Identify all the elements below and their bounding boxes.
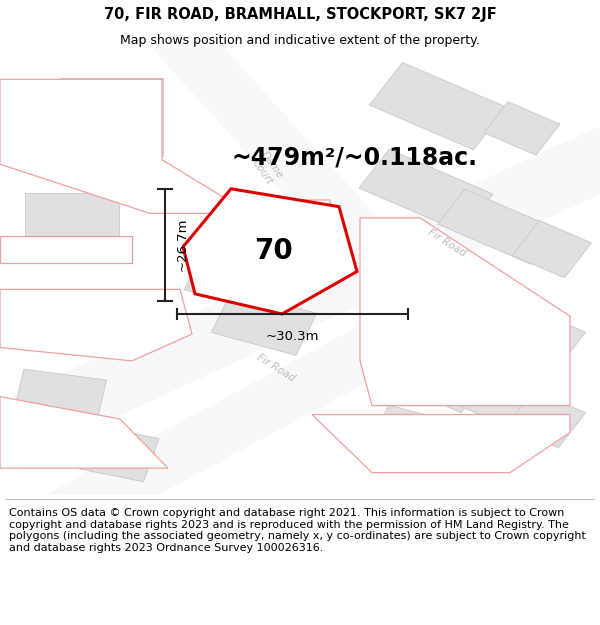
- Polygon shape: [312, 414, 570, 472]
- Polygon shape: [41, 288, 469, 538]
- Text: Fir Road: Fir Road: [255, 352, 297, 383]
- Polygon shape: [444, 361, 552, 432]
- Polygon shape: [0, 236, 132, 262]
- Polygon shape: [512, 221, 592, 278]
- Text: 70, FIR ROAD, BRAMHALL, STOCKPORT, SK7 2JF: 70, FIR ROAD, BRAMHALL, STOCKPORT, SK7 2…: [104, 8, 496, 22]
- Text: Contains OS data © Crown copyright and database right 2021. This information is : Contains OS data © Crown copyright and d…: [9, 508, 586, 552]
- Polygon shape: [25, 193, 119, 247]
- Text: ~26.7m: ~26.7m: [176, 218, 189, 271]
- Text: 70: 70: [254, 238, 292, 266]
- Text: Fir Road: Fir Road: [426, 227, 468, 258]
- Polygon shape: [59, 78, 163, 156]
- Polygon shape: [0, 289, 192, 361]
- Polygon shape: [13, 369, 107, 424]
- Text: Dame
Court: Dame Court: [249, 150, 285, 188]
- Polygon shape: [211, 291, 317, 356]
- Text: ~30.3m: ~30.3m: [266, 329, 319, 342]
- Polygon shape: [373, 405, 467, 460]
- Polygon shape: [506, 391, 586, 448]
- Polygon shape: [0, 102, 30, 155]
- Polygon shape: [506, 310, 586, 367]
- Polygon shape: [143, 13, 415, 284]
- Polygon shape: [438, 189, 558, 264]
- Polygon shape: [0, 397, 168, 468]
- Polygon shape: [484, 102, 560, 155]
- Polygon shape: [45, 419, 159, 482]
- Text: Map shows position and indicative extent of the property.: Map shows position and indicative extent…: [120, 34, 480, 47]
- Text: ~479m²/~0.118ac.: ~479m²/~0.118ac.: [231, 146, 477, 169]
- Polygon shape: [360, 218, 570, 406]
- Polygon shape: [359, 149, 493, 232]
- Polygon shape: [184, 198, 320, 314]
- Polygon shape: [0, 122, 600, 475]
- Polygon shape: [452, 282, 556, 351]
- Polygon shape: [183, 189, 357, 314]
- Polygon shape: [373, 336, 491, 412]
- Polygon shape: [376, 241, 500, 320]
- Polygon shape: [0, 79, 330, 213]
- Polygon shape: [370, 62, 506, 150]
